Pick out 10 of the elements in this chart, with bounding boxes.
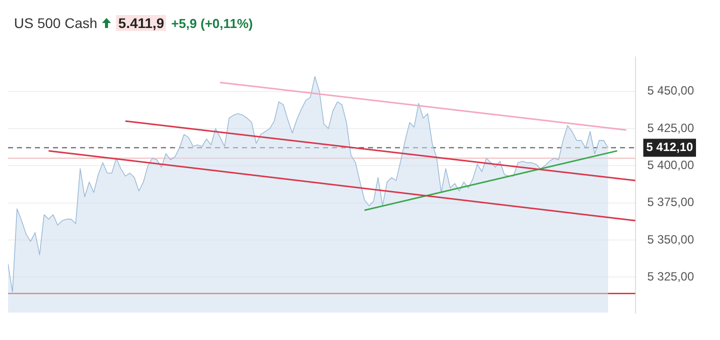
y-tick-label: 5 350,00 [647, 232, 694, 246]
y-tick-label: 5 400,00 [647, 158, 694, 172]
text: +5,9 (+0,11%) [171, 16, 253, 30]
y-tick-label: 5 325,00 [647, 269, 694, 284]
y-tick-label: 5 375,00 [647, 195, 694, 210]
text: 5.411,9 [116, 15, 166, 31]
ref-line-label: 5 412,10 [646, 140, 694, 154]
chart-title: US 500 Cash [14, 15, 98, 31]
y-tick-label: 5 425,00 [647, 120, 694, 135]
y-tick-label: 5 450,00 [647, 84, 694, 98]
